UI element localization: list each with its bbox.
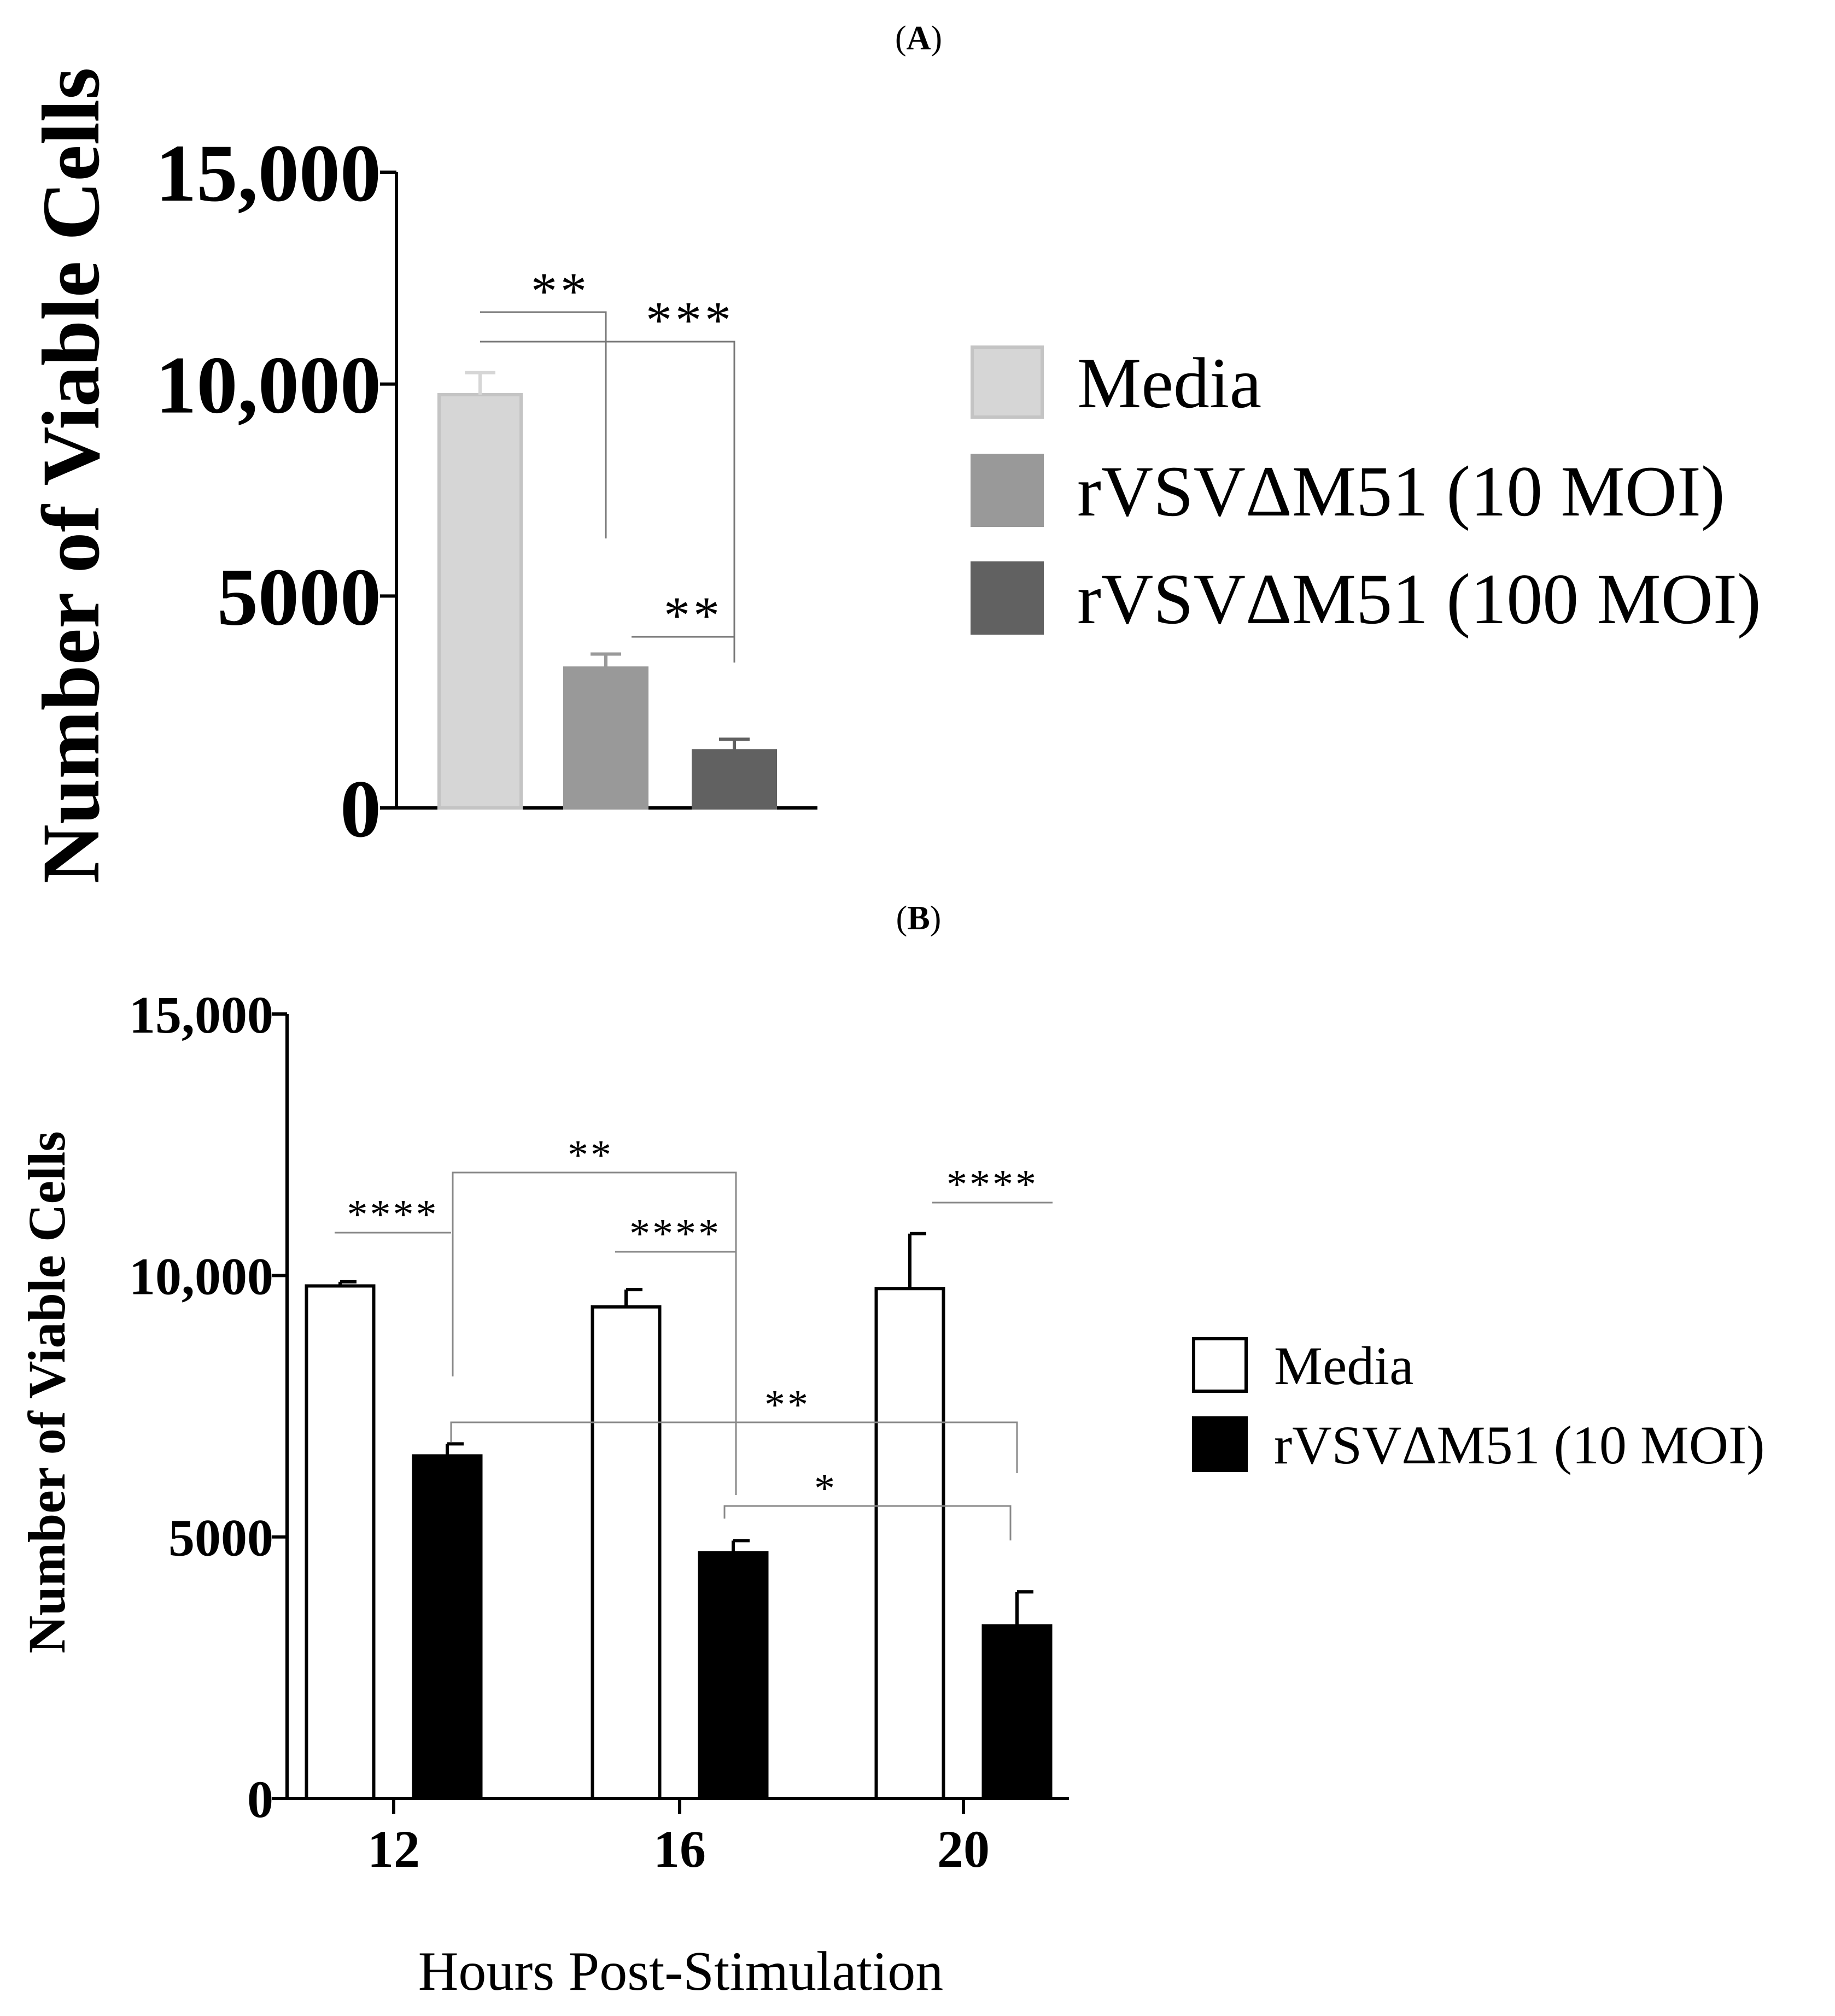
panel-label-a: (A) <box>895 20 942 57</box>
chart-a-y-label: Number of Viable Cells <box>26 67 116 883</box>
chart-b-significance-label: **** <box>629 1211 721 1257</box>
chart-a-legend-swatch <box>971 561 1044 635</box>
chart-a-y-tick-label: 5000 <box>217 552 381 642</box>
chart-b: Number of Viable Cells Hours Post-Stimul… <box>17 986 1765 2002</box>
chart-a-y-tick-label: 10,000 <box>156 340 382 431</box>
chart-b-bar-media <box>591 1305 662 1801</box>
chart-a-legend-swatch <box>971 345 1044 419</box>
chart-b-significance-label: ** <box>764 1382 810 1428</box>
chart-b-y-tick-label: 0 <box>247 1770 273 1829</box>
panel-label-b: (B) <box>896 900 942 937</box>
chart-a-significance-bracket <box>480 311 607 538</box>
chart-a-legend: Media rVSVΔM51 (10 MOI) rVSVΔM51 (100 MOI) <box>971 343 1761 639</box>
chart-a-significance-label: *** <box>646 291 734 349</box>
chart-a-legend-label: rVSVΔM51 (10 MOI) <box>1077 451 1725 531</box>
chart-a-bar <box>692 749 777 810</box>
chart-b-bar-rvsv <box>412 1454 483 1800</box>
chart-b-x-tick-label: 12 <box>367 1820 420 1878</box>
chart-b-significance-label: **** <box>347 1192 439 1238</box>
chart-b-y-tick-label: 15,000 <box>129 986 273 1044</box>
chart-a-y-tick-label: 15,000 <box>156 128 382 219</box>
chart-b-significance-label: * <box>814 1466 837 1511</box>
chart-b-significance-bracket <box>723 1505 1012 1540</box>
chart-b-significance-label: **** <box>946 1162 1038 1208</box>
panel-letter-a: A <box>907 20 931 57</box>
chart-b-y-tick-label: 10,000 <box>129 1247 273 1305</box>
chart-a-axes: 0 5000 10,000 15,000 <box>156 128 817 854</box>
chart-b-y-tick-label: 5000 <box>168 1509 273 1567</box>
chart-a-y-tick-label: 0 <box>340 764 381 854</box>
chart-b-legend-swatch <box>1192 1337 1248 1393</box>
chart-a-bar <box>437 393 523 810</box>
chart-b-significance: **** ************* <box>335 1132 1053 1540</box>
chart-b-bar-rvsv <box>698 1551 769 1801</box>
chart-b-x-tick-label: 20 <box>937 1820 990 1878</box>
chart-a-significance-bracket <box>480 341 735 663</box>
chart-a: Number of Viable Cells 0 5000 10,000 15,000… <box>26 67 1761 883</box>
chart-a-significance: ** ***** <box>480 262 735 663</box>
chart-b-significance-bracket <box>450 1421 1018 1473</box>
chart-b-x-tick-label: 16 <box>653 1820 706 1878</box>
chart-b-legend-swatch <box>1192 1416 1248 1472</box>
chart-a-significance-label: ** <box>531 262 590 320</box>
chart-a-bar <box>563 666 648 810</box>
chart-b-legend-label: Media <box>1274 1335 1413 1396</box>
chart-b-legend-label: rVSVΔM51 (10 MOI) <box>1274 1415 1765 1475</box>
chart-a-legend-label: rVSVΔM51 (100 MOI) <box>1077 559 1761 639</box>
chart-b-significance-bracket <box>452 1171 737 1495</box>
chart-b-significance-label: ** <box>568 1132 613 1178</box>
chart-b-bar-media <box>305 1284 376 1800</box>
chart-a-significance-label: ** <box>664 586 723 644</box>
chart-b-legend: Media rVSVΔM51 (10 MOI) <box>1192 1335 1765 1475</box>
chart-b-bar-rvsv <box>981 1624 1053 1801</box>
chart-b-y-label: Number of Viable Cells <box>17 1131 76 1654</box>
chart-b-x-label: Hours Post-Stimulation <box>418 1941 944 2002</box>
panel-letter-b: B <box>907 900 930 937</box>
chart-b-bars <box>305 1232 1053 1801</box>
chart-a-legend-swatch <box>971 454 1044 527</box>
chart-b-bar-media <box>874 1287 945 1800</box>
chart-a-legend-label: Media <box>1077 343 1261 423</box>
chart-a-bars <box>437 371 777 810</box>
